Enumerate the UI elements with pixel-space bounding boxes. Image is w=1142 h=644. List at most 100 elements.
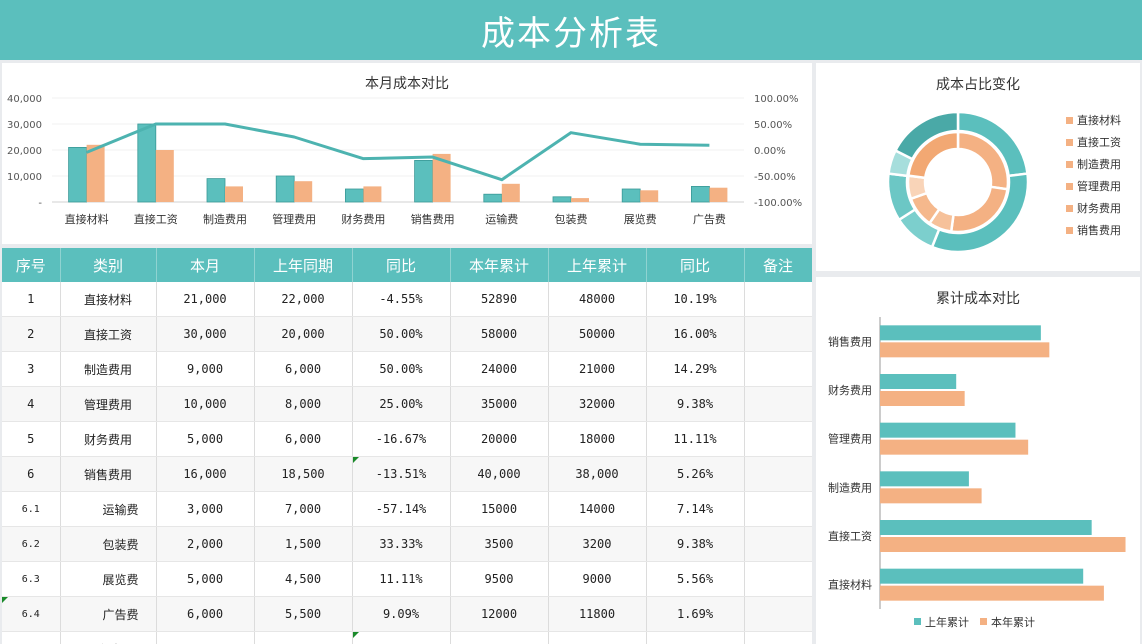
table-header-cell: 序号 bbox=[2, 248, 61, 282]
table-cell: 229,890 bbox=[450, 631, 549, 644]
y-tick-label: 40,000 bbox=[7, 94, 42, 105]
table-cell: 2,000 bbox=[156, 526, 255, 562]
table-cell: 制造费用 bbox=[60, 351, 157, 387]
table-cell: 3 bbox=[2, 351, 61, 387]
bar-current-month bbox=[552, 196, 572, 203]
x-tick-label: 包装费 bbox=[555, 213, 588, 226]
table-cell: 展览费 bbox=[60, 561, 157, 597]
bar-current-month bbox=[621, 188, 641, 203]
bar-last-year bbox=[432, 153, 451, 202]
table-cell: 6,000 bbox=[254, 351, 353, 387]
y-tick-label: 直接工资 bbox=[828, 529, 872, 543]
table-row: 2 直接工资 30,000 20,000 50.00% 58000 50000 16.00% bbox=[2, 316, 812, 352]
y-tick-label: 管理费用 bbox=[828, 432, 872, 446]
table-row: 6.4 广告费 6,000 5,500 9.09% 12000 11800 1.69% bbox=[2, 596, 812, 632]
table-cell: 7 bbox=[2, 631, 61, 644]
legend-swatch bbox=[1066, 205, 1073, 212]
bar-this-year-cumulative bbox=[880, 391, 965, 406]
table-header-cell: 上年同期 bbox=[254, 248, 353, 282]
table-cell: 8,000 bbox=[254, 386, 353, 422]
table-cell: 3200 bbox=[548, 526, 647, 562]
table-cell: 20000 bbox=[450, 421, 549, 457]
bar-last-year bbox=[363, 186, 382, 202]
bar-last-year bbox=[86, 144, 105, 202]
table-row: 3 制造费用 9,000 6,000 50.00% 24000 21000 14.29% bbox=[2, 351, 812, 387]
cost-table: 序号 类别 本月 上年同期 同比 本年累计 上年累计 同比 备注 1 直接材料 21,000 22,0… bbox=[2, 248, 812, 644]
table-cell: 9000 bbox=[548, 561, 647, 597]
table-cell: 10.19% bbox=[646, 282, 745, 317]
table-cell: 9.38% bbox=[646, 386, 745, 422]
x-tick-label: 管理费用 bbox=[272, 212, 316, 226]
bar-current-month bbox=[206, 178, 226, 203]
table-cell: 12000 bbox=[450, 596, 549, 632]
table-cell: 25.00% bbox=[352, 386, 451, 422]
table-cell bbox=[744, 351, 812, 387]
legend-label: 制造费用 bbox=[1077, 157, 1121, 171]
bar-last-year-cumulative bbox=[880, 374, 957, 389]
table-cell: 32000 bbox=[548, 386, 647, 422]
y2-tick-label: 0.00% bbox=[754, 146, 786, 157]
table-cell: 7,000 bbox=[254, 491, 353, 527]
legend-label: 财务费用 bbox=[1077, 201, 1121, 215]
bar-current-month bbox=[414, 160, 434, 203]
table-cell: 20,000 bbox=[254, 316, 353, 352]
table-row: 6 销售费用 16,000 18,500 -13.51% 40,000 38,000 5.26… bbox=[2, 456, 812, 492]
table-row: 1 直接材料 21,000 22,000 -4.55% 52890 48000 10.19% bbox=[2, 282, 812, 317]
y-tick-label: 30,000 bbox=[7, 120, 42, 131]
table-cell: 11.06% bbox=[646, 631, 745, 644]
bar-this-year-cumulative bbox=[880, 488, 982, 504]
table-cell: 14.29% bbox=[646, 351, 745, 387]
share-chart-panel: 成本占比变化 直接材料 直接工资 制造费用 管理费用 财务费用 销售费用 bbox=[816, 63, 1140, 271]
table-header-cell: 上年累计 bbox=[548, 248, 647, 282]
table-cell: 18000 bbox=[548, 421, 647, 457]
legend-label: 本年累计 bbox=[991, 615, 1035, 629]
bar-current-month bbox=[137, 123, 157, 203]
table-cell: 4 bbox=[2, 386, 61, 422]
table-cell: 35000 bbox=[450, 386, 549, 422]
table-header-cell: 本年累计 bbox=[450, 248, 549, 282]
table-cell: 9500 bbox=[450, 561, 549, 597]
bar-last-year bbox=[709, 187, 728, 202]
table-cell: 21,000 bbox=[156, 282, 255, 317]
table-cell: 9.09% bbox=[352, 596, 451, 632]
x-tick-label: 直接工资 bbox=[134, 212, 178, 226]
bar-last-year bbox=[571, 198, 589, 202]
table-cell: 6.2 bbox=[2, 526, 61, 562]
table-header-cell: 备注 bbox=[744, 248, 812, 282]
table-header-cell: 本月 bbox=[156, 248, 255, 282]
table-cell: 11800 bbox=[548, 596, 647, 632]
y-tick-label: 10,000 bbox=[7, 172, 42, 183]
table-cell: 50.00% bbox=[352, 351, 451, 387]
bar-last-year-cumulative bbox=[880, 471, 969, 487]
table-cell: 40,000 bbox=[450, 456, 549, 492]
table-cell: 5.56% bbox=[646, 561, 745, 597]
table-cell: 6,000 bbox=[254, 421, 353, 457]
table-cell: 16,000 bbox=[156, 456, 255, 492]
table-cell bbox=[744, 282, 812, 317]
x-tick-label: 广告费 bbox=[693, 213, 726, 226]
x-tick-label: 展览费 bbox=[624, 212, 657, 226]
bar-last-year bbox=[294, 181, 313, 202]
table-cell: 18,500 bbox=[254, 456, 353, 492]
table-cell: 包装费 bbox=[60, 526, 157, 562]
bar-last-year bbox=[640, 190, 659, 202]
table-row: 5 财务费用 5,000 6,000 -16.67% 20000 18000 11.11% bbox=[2, 421, 812, 457]
bar-current-month bbox=[68, 147, 87, 203]
y2-tick-label: 100.00% bbox=[754, 94, 799, 105]
y2-tick-label: 50.00% bbox=[754, 120, 792, 131]
legend-label: 上年累计 bbox=[925, 615, 969, 629]
table-cell: 财务费用 bbox=[60, 421, 157, 457]
table-cell: 9.38% bbox=[646, 526, 745, 562]
cost-table-wrap: 序号 类别 本月 上年同期 同比 本年累计 上年累计 同比 备注 1 直接材料 21,000 22,0… bbox=[2, 248, 812, 644]
table-cell: 14000 bbox=[548, 491, 647, 527]
share-chart-title: 成本占比变化 bbox=[936, 77, 1020, 93]
bar-last-year-cumulative bbox=[880, 325, 1041, 341]
x-tick-label: 销售费用 bbox=[411, 212, 455, 226]
table-cell bbox=[744, 596, 812, 632]
page-title: 成本分析表 bbox=[0, 0, 1142, 60]
table-cell bbox=[744, 491, 812, 527]
table-cell: 15000 bbox=[450, 491, 549, 527]
table-cell: 48000 bbox=[548, 282, 647, 317]
legend-swatch bbox=[1066, 139, 1073, 146]
table-cell: 33.33% bbox=[352, 526, 451, 562]
